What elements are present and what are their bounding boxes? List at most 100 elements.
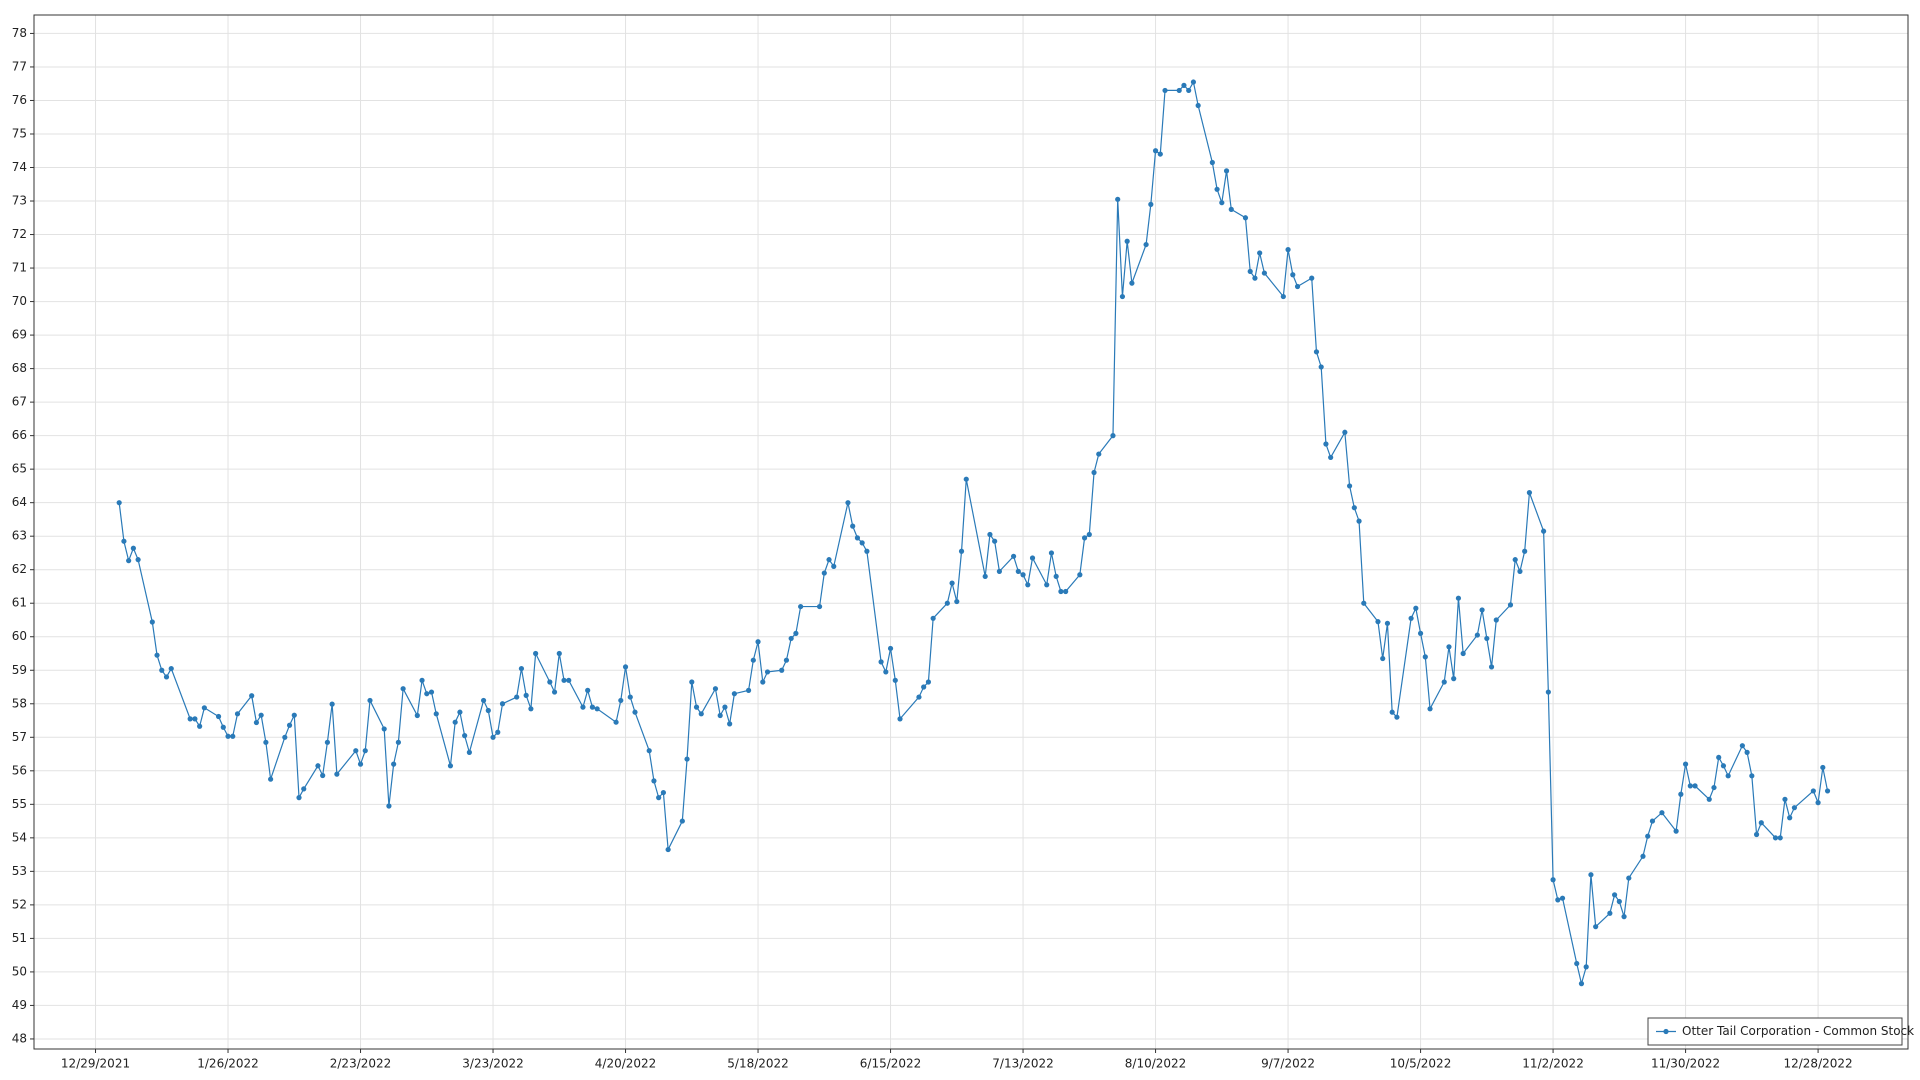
y-tick-label: 55 [12,797,27,811]
data-point [367,697,373,704]
data-point [679,818,685,824]
data-point [433,711,439,717]
data-point [1096,451,1102,457]
data-point [400,686,406,692]
data-point [1346,483,1353,489]
data-point [1209,159,1215,166]
data-point [1507,602,1514,608]
y-tick-label: 49 [12,998,27,1012]
data-point [854,535,861,541]
data-point [1257,250,1263,256]
data-point [1479,607,1485,613]
data-point [533,650,539,657]
data-point [1484,635,1490,642]
data-point [1526,490,1533,496]
legend: Otter Tail Corporation - Common Stock [1647,1017,1914,1046]
y-tick-label: 53 [12,864,27,878]
data-point [1749,773,1755,779]
data-point [1285,247,1291,253]
data-point [958,548,965,554]
data-point [135,557,141,563]
x-tick-label: 3/23/2022 [462,1057,524,1071]
y-tick-label: 71 [12,261,27,275]
data-point [1394,714,1400,720]
data-point [1791,805,1798,811]
legend-label: Otter Tail Corporation - Common Stock [1682,1024,1914,1038]
data-point [215,713,222,720]
y-tick-label: 61 [12,596,27,610]
data-point [1219,200,1225,206]
data-point [225,733,231,739]
legend-swatch-marker [1663,1028,1669,1035]
data-point [291,712,297,718]
data-point [1711,784,1717,791]
x-tick-label: 2/23/2022 [330,1057,392,1071]
data-point [187,716,193,722]
y-tick-label: 75 [12,126,27,140]
data-point [887,645,894,652]
data-point [334,771,340,777]
data-point [1493,617,1499,623]
data-point [1186,87,1192,94]
data-point [253,719,260,726]
y-tick-label: 66 [12,428,27,442]
data-point [1408,615,1414,621]
data-point [1559,895,1566,901]
y-tick-label: 62 [12,562,27,576]
data-point [1474,632,1480,638]
data-point [566,677,572,683]
data-point [457,709,463,715]
data-point [1716,754,1722,761]
data-point [1242,215,1249,221]
data-point [1611,892,1618,898]
data-point [1640,853,1646,859]
plot [116,79,1831,987]
data-point [381,726,387,732]
data-point [1063,588,1069,595]
data-point [499,701,506,707]
data-point [1621,914,1627,920]
data-point [192,716,198,722]
data-point [1091,469,1097,476]
data-point [159,667,165,673]
data-point [1247,268,1253,275]
data-point [130,545,136,551]
y-tick-label: 69 [12,328,27,342]
data-point [282,734,288,740]
data-point [580,704,586,710]
data-point [556,650,562,657]
data-point [788,635,794,642]
data-point [414,712,420,719]
data-point [1720,763,1727,769]
data-point [1593,924,1599,930]
data-point [1810,788,1816,794]
data-point [864,548,870,554]
x-tick-label: 11/30/2022 [1651,1057,1720,1071]
y-tick-label: 56 [12,763,27,777]
data-point [892,677,898,683]
y-tick-label: 52 [12,897,27,911]
data-point [954,598,960,605]
data-point [1820,764,1826,771]
data-point [1455,595,1462,601]
data-point [1753,831,1760,838]
data-point [1015,568,1021,574]
data-point [897,716,903,722]
data-point [523,692,529,698]
data-point [618,697,624,704]
y-tick-label: 58 [12,696,27,710]
data-point [949,580,955,586]
data-point [1744,749,1750,755]
data-point [883,669,889,675]
data-point [1010,553,1017,559]
y-tick-label: 76 [12,93,27,107]
data-point [1389,709,1395,715]
data-point [845,500,851,506]
data-point [1148,201,1154,207]
data-point [613,719,619,725]
data-point [1361,600,1367,606]
y-tick-label: 64 [12,495,27,509]
y-tick-label: 77 [12,59,27,73]
